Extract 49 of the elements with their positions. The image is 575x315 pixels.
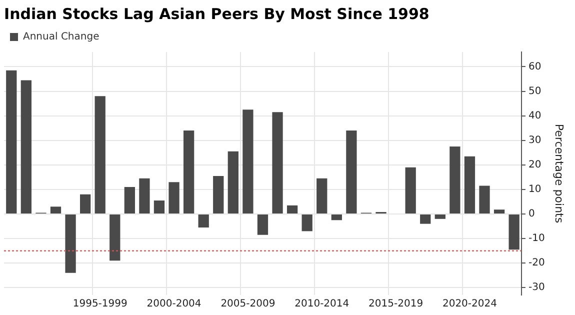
y-tick-label: 60 — [528, 61, 542, 72]
y-tick-label: 30 — [528, 134, 542, 146]
bar — [302, 214, 312, 232]
x-tick-label: 2020-2024 — [442, 298, 497, 310]
y-tick-label: -30 — [528, 282, 545, 294]
bar — [154, 200, 165, 214]
bar — [272, 112, 283, 214]
y-tick-label: 40 — [528, 110, 542, 122]
x-tick-label: 1995-1999 — [72, 298, 128, 310]
bar — [6, 70, 17, 214]
bar — [450, 146, 460, 214]
bar — [213, 176, 224, 214]
x-tick-label: 2010-2014 — [294, 298, 350, 310]
bar — [331, 214, 342, 220]
bar — [286, 205, 298, 214]
bar — [80, 194, 91, 214]
x-tick-label: 2000-2004 — [146, 298, 202, 310]
bar — [494, 210, 505, 214]
bar — [139, 178, 150, 214]
bar — [183, 130, 194, 214]
y-tick-label: 20 — [528, 160, 542, 171]
bar — [479, 186, 490, 214]
y-axis-title: Percentage points — [552, 124, 566, 224]
bar — [346, 130, 357, 214]
bar — [242, 110, 254, 214]
legend-label: Annual Change — [23, 32, 100, 43]
bar — [94, 96, 106, 214]
y-tick-label: -20 — [528, 258, 545, 269]
bar — [464, 156, 476, 214]
bar — [228, 151, 238, 214]
x-tick-label: 2015-2019 — [368, 298, 424, 310]
bar — [110, 214, 120, 261]
bar — [420, 214, 431, 224]
bar — [316, 178, 328, 214]
y-tick-label: 0 — [528, 208, 535, 220]
bar — [124, 187, 135, 214]
bar — [20, 80, 32, 214]
bar — [257, 214, 268, 235]
bar — [198, 214, 209, 228]
bar — [405, 167, 416, 214]
bar — [168, 182, 180, 214]
bar — [65, 214, 76, 273]
x-tick-label: 2005-2009 — [220, 298, 276, 310]
chart-title: Indian Stocks Lag Asian Peers By Most Since 1998 — [4, 4, 430, 23]
y-tick-label: 50 — [528, 86, 542, 97]
bar — [50, 206, 62, 214]
y-tick-label: -10 — [528, 233, 545, 244]
y-tick-label: 10 — [528, 184, 542, 196]
bar — [434, 214, 446, 219]
